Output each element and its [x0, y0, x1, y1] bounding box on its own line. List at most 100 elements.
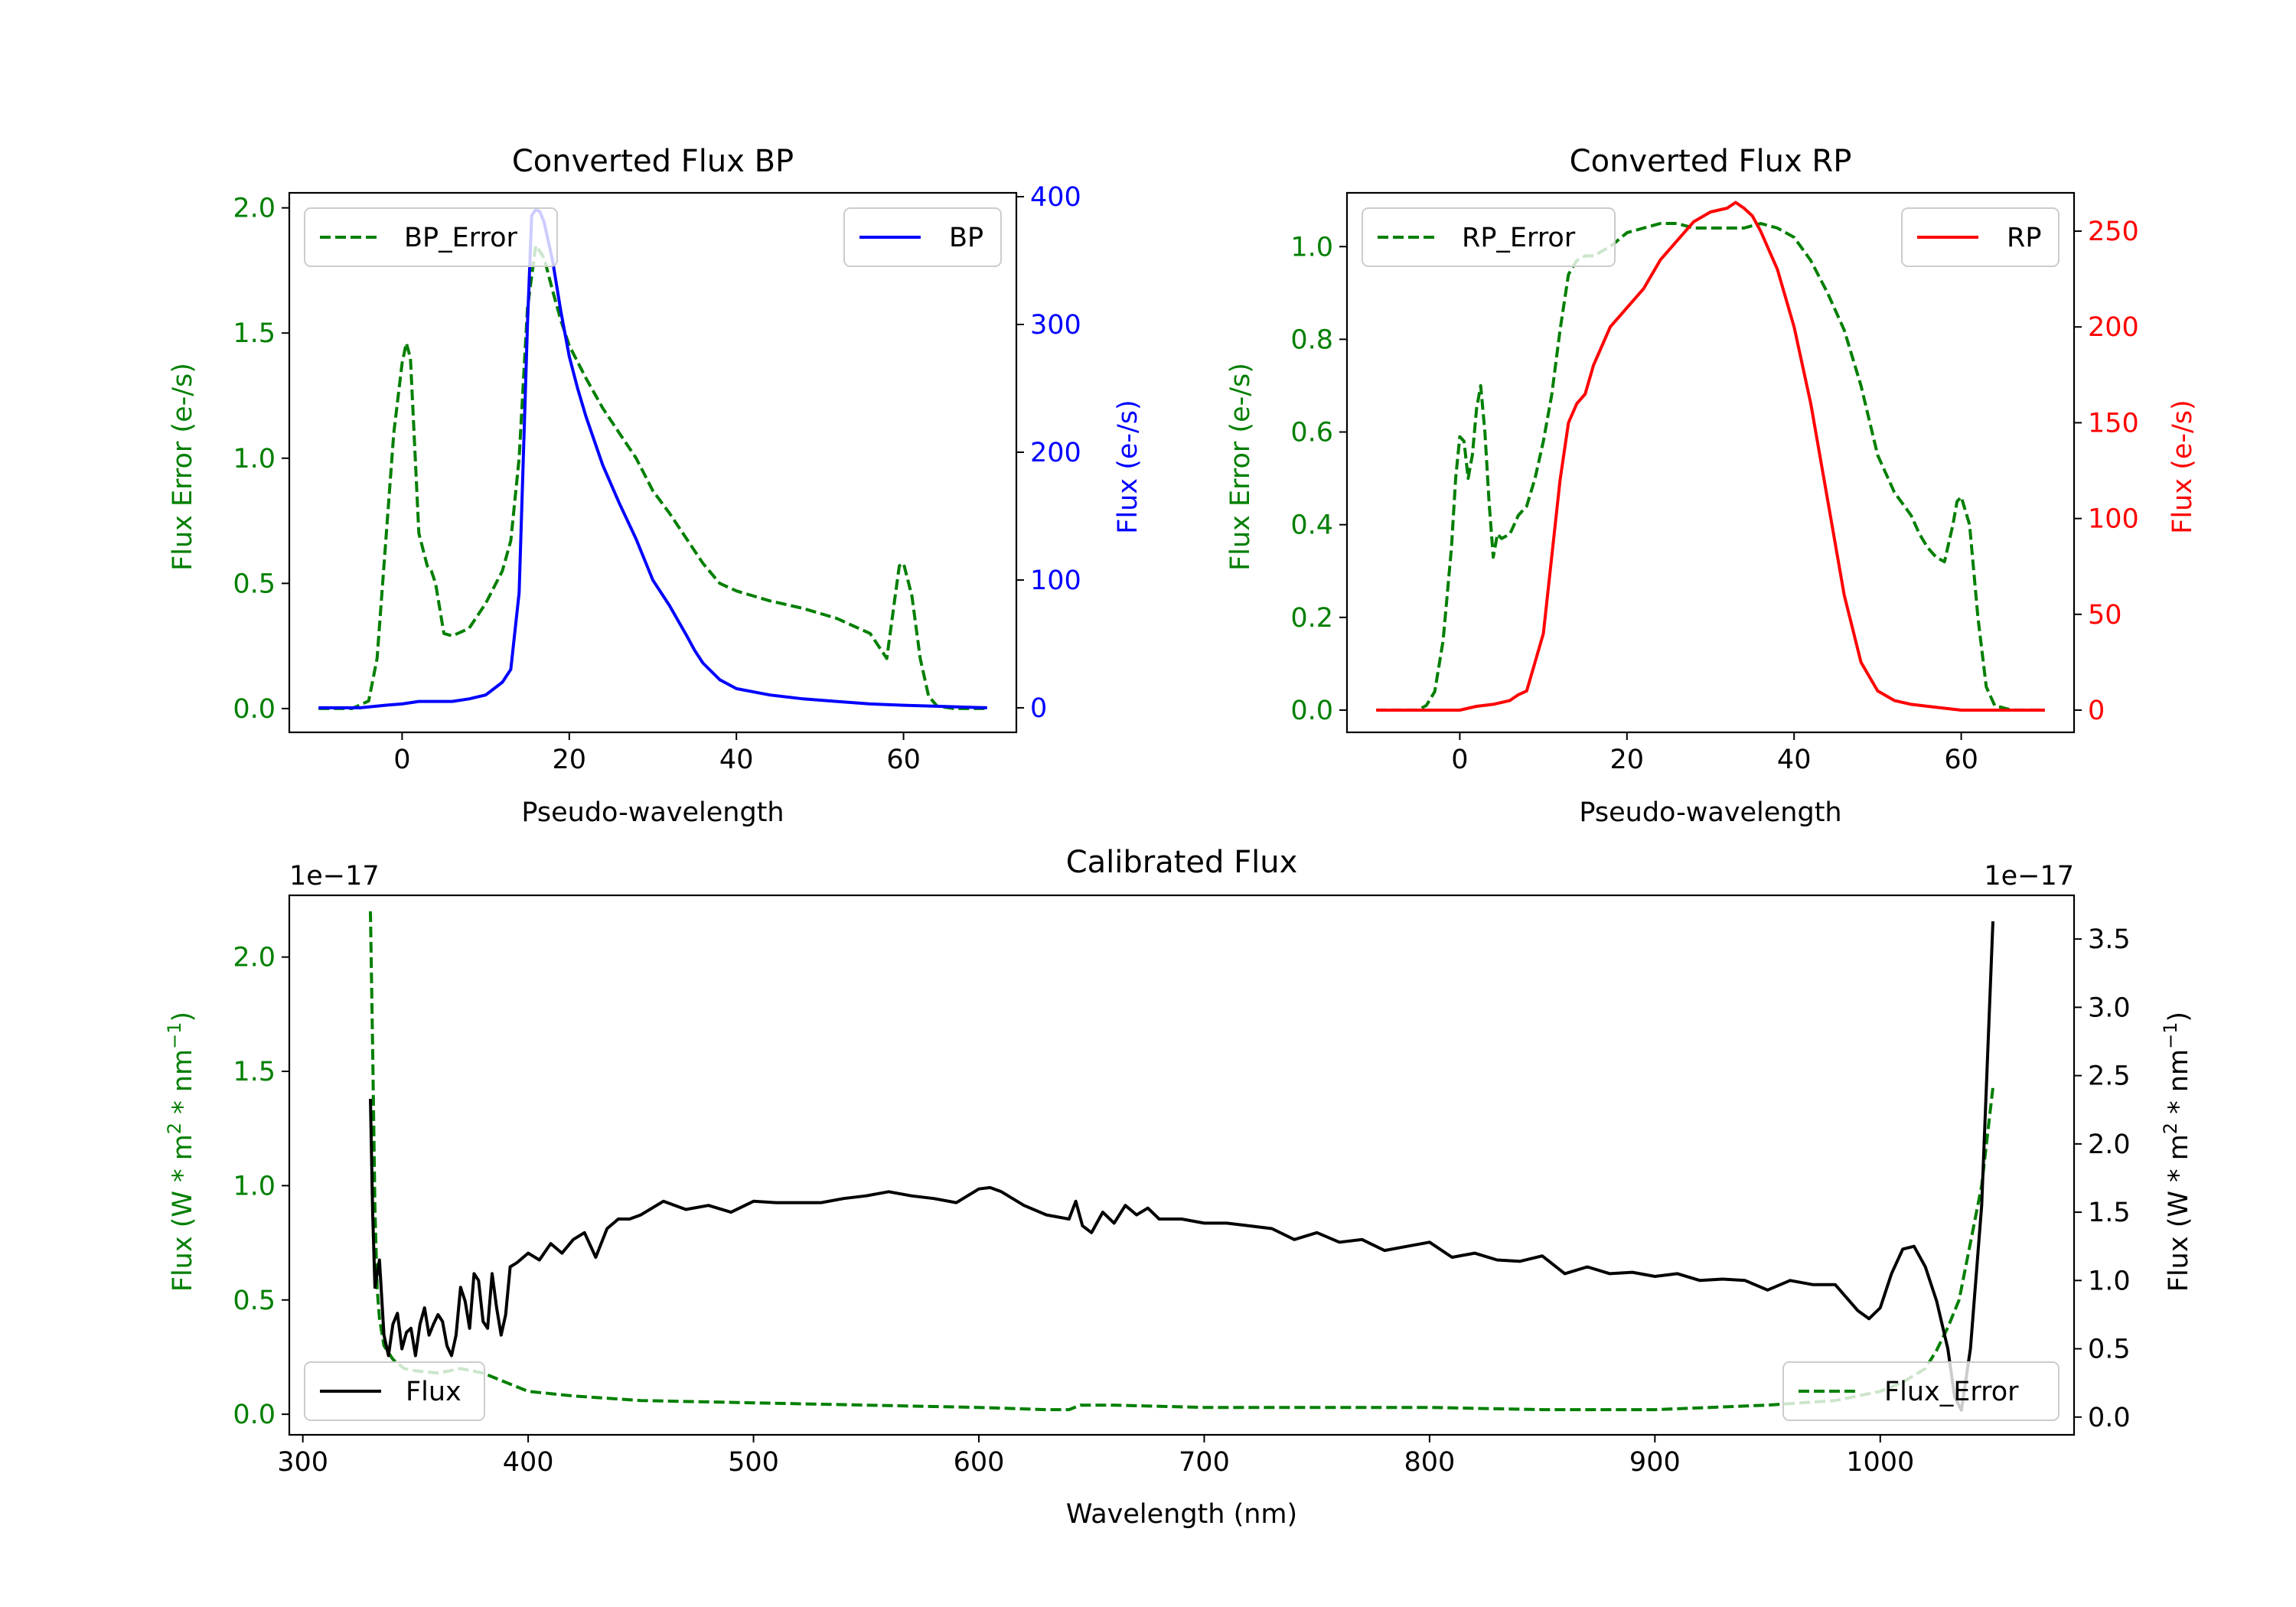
panel-calibrated: Calibrated Flux Wavelength (nm) 1e−17 1e… [164, 845, 2194, 1530]
bp-axes-frame [288, 191, 1018, 734]
rp-series [1376, 200, 2045, 712]
bp-ytick-left-label-2: 1.0 [233, 444, 276, 474]
cal-axes-frame [288, 894, 2076, 1436]
rp-legend-error-label: RP_Error [1462, 223, 1576, 253]
bp-ytick-right-label-3: 300 [1030, 310, 1081, 341]
rp-ylabel-left: Flux Error (e-/s) [1225, 363, 1256, 571]
cal-ticks: 300 400 500 600 700 800 900 1000 0.0 0.5 1.0 1.5 2.0… [233, 924, 2130, 1478]
calibrated-ytick-right-label-0: 0.0 [2088, 1403, 2131, 1433]
bp-xtick-label-3: 60 [886, 745, 921, 775]
rp-ytick-right-label-0: 0 [2088, 696, 2105, 726]
calibrated-xtick-label-0: 300 [277, 1447, 328, 1478]
calibrated-xtick-label-3: 600 [954, 1447, 1005, 1478]
rp-ytick-right-label-3: 150 [2088, 408, 2139, 438]
rp-ytick-left-label-0: 0.0 [1290, 696, 1333, 726]
bp-ytick-right-label-4: 400 [1030, 182, 1081, 213]
calibrated-series-flux-error [369, 911, 1994, 1412]
calibrated-ytick-right-label-4: 2.0 [2088, 1129, 2131, 1160]
bp-legend-right: BP [843, 207, 1002, 267]
cal-legend-left-series: Flux_Error [1782, 1361, 2060, 1421]
bp-series [318, 207, 987, 710]
bp-title: Converted Flux BP [512, 144, 794, 179]
rp-legend-flux-label: RP [2007, 223, 2041, 253]
rp-ytick-left-label-4: 0.8 [1290, 324, 1333, 355]
calibrated-xtick-label-4: 700 [1179, 1447, 1230, 1478]
calibrated-xtick-label-6: 900 [1629, 1447, 1681, 1478]
cal-ylabel-right-sup2: −1 [2160, 1022, 2181, 1048]
bp-ytick-right-label-2: 200 [1030, 438, 1081, 468]
cal-ylabel-right-p3: ) [2164, 1012, 2194, 1022]
panel-bp: Converted Flux BP Pseudo-wavelength Flux… [168, 144, 1143, 828]
cal-ylabel-left-p3: ) [168, 1012, 198, 1022]
bp-xtick-label-1: 20 [553, 745, 587, 775]
calibrated-ytick-left-label-3: 1.5 [233, 1057, 276, 1087]
rp-xtick-label-0: 0 [1451, 745, 1468, 775]
bp-ylabel-right: Flux (e-/s) [1113, 399, 1143, 533]
calibrated-ytick-left-label-1: 0.5 [233, 1286, 276, 1316]
cal-legend-right-series: Flux [304, 1361, 485, 1421]
cal-ylabel-left-p2: * nm [168, 1049, 198, 1123]
bp-xtick-label-0: 0 [393, 745, 410, 775]
cal-ylabel-right-sup1: 2 [2160, 1123, 2181, 1134]
rp-ytick-left-label-1: 0.2 [1290, 603, 1333, 634]
rp-ytick-left-label-5: 1.0 [1290, 232, 1333, 262]
rp-xlabel: Pseudo-wavelength [1579, 797, 1841, 828]
calibrated-xtick-label-5: 800 [1404, 1447, 1455, 1478]
rp-ytick-right-label-5: 250 [2088, 217, 2139, 247]
bp-ytick-left-label-0: 0.0 [233, 694, 276, 725]
rp-xtick-label-1: 20 [1610, 745, 1645, 775]
bp-ytick-right-label-0: 0 [1030, 693, 1047, 724]
bp-legend-left: BP_Error [304, 207, 558, 267]
calibrated-ytick-right-label-5: 2.5 [2088, 1061, 2131, 1092]
cal-legend-flux-label: Flux [406, 1377, 461, 1407]
calibrated-ytick-left-label-2: 1.0 [233, 1171, 276, 1201]
bp-ytick-left-label-1: 0.5 [233, 569, 276, 599]
calibrated-xtick-label-2: 500 [728, 1447, 779, 1478]
cal-ylabel-left-sup1: 2 [164, 1123, 185, 1134]
rp-ytick-right-label-1: 50 [2088, 600, 2122, 631]
rp-legend-left: RP_Error [1362, 207, 1616, 267]
cal-series [369, 911, 1994, 1412]
calibrated-ytick-left-label-0: 0.0 [233, 1400, 276, 1430]
rp-ytick-left-label-2: 0.4 [1290, 510, 1333, 541]
rp-ytick-right-label-4: 200 [2088, 312, 2139, 343]
panel-rp: Converted Flux RP Pseudo-wavelength Flux… [1225, 144, 2198, 828]
calibrated-ytick-right-label-6: 3.0 [2088, 993, 2131, 1023]
cal-title: Calibrated Flux [1066, 845, 1298, 880]
cal-ylabel-right: Flux (W * m2 * nm−1) [2160, 1012, 2194, 1292]
bp-ytick-left-label-3: 1.5 [233, 318, 276, 349]
rp-xtick-label-3: 60 [1944, 745, 1978, 775]
rp-title: Converted Flux RP [1570, 144, 1852, 179]
bp-series-bp [318, 207, 987, 709]
cal-ylabel-right-p1: Flux (W * m [2164, 1134, 2194, 1292]
rp-xtick-label-2: 40 [1777, 745, 1812, 775]
calibrated-xtick-label-7: 1000 [1846, 1447, 1914, 1478]
rp-ytick-left-label-3: 0.6 [1290, 418, 1333, 448]
bp-ticks: 0 20 40 60 0.0 0.5 1.0 1.5 2.0 0 100 200 300 400 [233, 182, 1081, 775]
cal-ylabel-right-p2: * nm [2164, 1049, 2194, 1123]
bp-xtick-label-2: 40 [719, 745, 754, 775]
rp-ticks: 0 20 40 60 0.0 0.2 0.4 0.6 0.8 1.0 0 50 100 150 200 250 [1290, 217, 2138, 775]
bp-ylabel-left: Flux Error (e-/s) [168, 363, 198, 571]
cal-ylabel-left-p1: Flux (W * m [168, 1134, 198, 1292]
cal-offset-left: 1e−17 [289, 861, 380, 892]
bp-legend-flux-label: BP [949, 223, 983, 253]
calibrated-xtick-label-1: 400 [503, 1447, 554, 1478]
cal-xlabel: Wavelength (nm) [1066, 1499, 1297, 1530]
cal-ylabel-left-sup2: −1 [164, 1022, 185, 1048]
calibrated-series-flux [369, 921, 1994, 1412]
bp-ytick-left-label-4: 2.0 [233, 194, 276, 224]
bp-legend-error-label: BP_Error [404, 223, 518, 253]
calibrated-ytick-left-label-4: 2.0 [233, 943, 276, 973]
calibrated-ytick-right-label-3: 1.5 [2088, 1198, 2131, 1228]
rp-axes-frame [1345, 191, 2076, 734]
rp-ylabel-right: Flux (e-/s) [2167, 399, 2198, 533]
rp-legend-right: RP [1901, 207, 2060, 267]
cal-offset-right: 1e−17 [1984, 861, 2074, 892]
rp-ytick-right-label-2: 100 [2088, 504, 2139, 535]
bp-xlabel: Pseudo-wavelength [521, 797, 784, 828]
calibrated-ytick-right-label-1: 0.5 [2088, 1335, 2131, 1365]
rp-series-rp-error [1376, 222, 2045, 712]
rp-series-rp [1376, 200, 2045, 712]
